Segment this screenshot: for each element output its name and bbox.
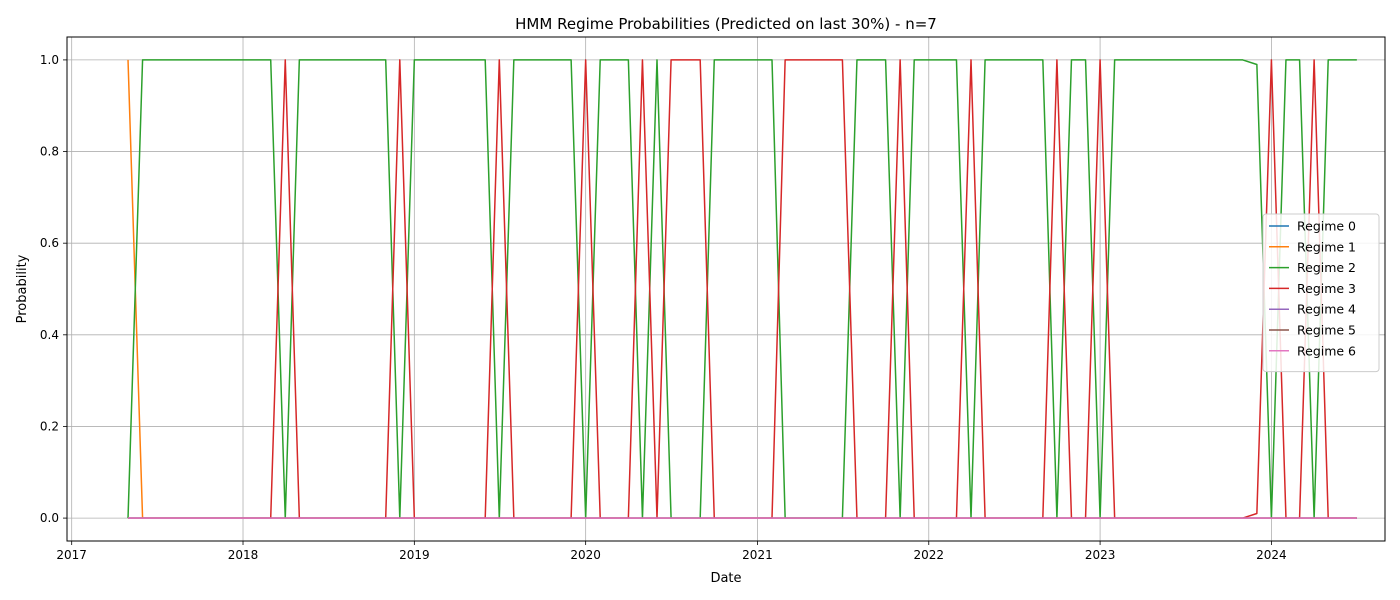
legend-label: Regime 1 xyxy=(1297,239,1356,254)
y-tick-label: 0.6 xyxy=(40,236,59,250)
legend-label: Regime 4 xyxy=(1297,302,1356,317)
x-tick-label: 2018 xyxy=(228,548,259,562)
legend-label: Regime 6 xyxy=(1297,343,1356,358)
legend-label: Regime 5 xyxy=(1297,323,1356,338)
y-axis-label: Probability xyxy=(15,254,30,323)
y-tick-label: 1.0 xyxy=(40,53,59,67)
y-tick-label: 0.0 xyxy=(40,511,59,525)
x-tick-label: 2020 xyxy=(570,548,601,562)
x-tick-label: 2019 xyxy=(399,548,430,562)
series-layer xyxy=(127,59,1357,519)
x-tick-label: 2022 xyxy=(913,548,944,562)
plot-frame xyxy=(66,36,1386,542)
x-tick-label: 2023 xyxy=(1085,548,1116,562)
y-tick-label: 0.2 xyxy=(40,419,59,433)
x-axis-label: Date xyxy=(710,571,741,586)
legend: Regime 0 Regime 1 Regime 2 Regime 3 Regime 4… xyxy=(1262,213,1380,373)
legend-label: Regime 2 xyxy=(1297,260,1356,275)
x-tick-label: 2024 xyxy=(1256,548,1287,562)
chart-title: HMM Regime Probabilities (Predicted on l… xyxy=(515,15,937,33)
legend-box xyxy=(1262,213,1380,373)
tick-layer: 2017 2018 2019 2020 2021 2022 2023 2024 0.0 0.2 0.… xyxy=(40,53,1287,562)
legend-label: Regime 3 xyxy=(1297,281,1356,296)
x-tick-label: 2017 xyxy=(56,548,87,562)
y-tick-label: 0.8 xyxy=(40,145,59,159)
y-tick-label: 0.4 xyxy=(40,328,59,342)
legend-label: Regime 0 xyxy=(1297,219,1356,234)
x-tick-label: 2021 xyxy=(742,548,773,562)
